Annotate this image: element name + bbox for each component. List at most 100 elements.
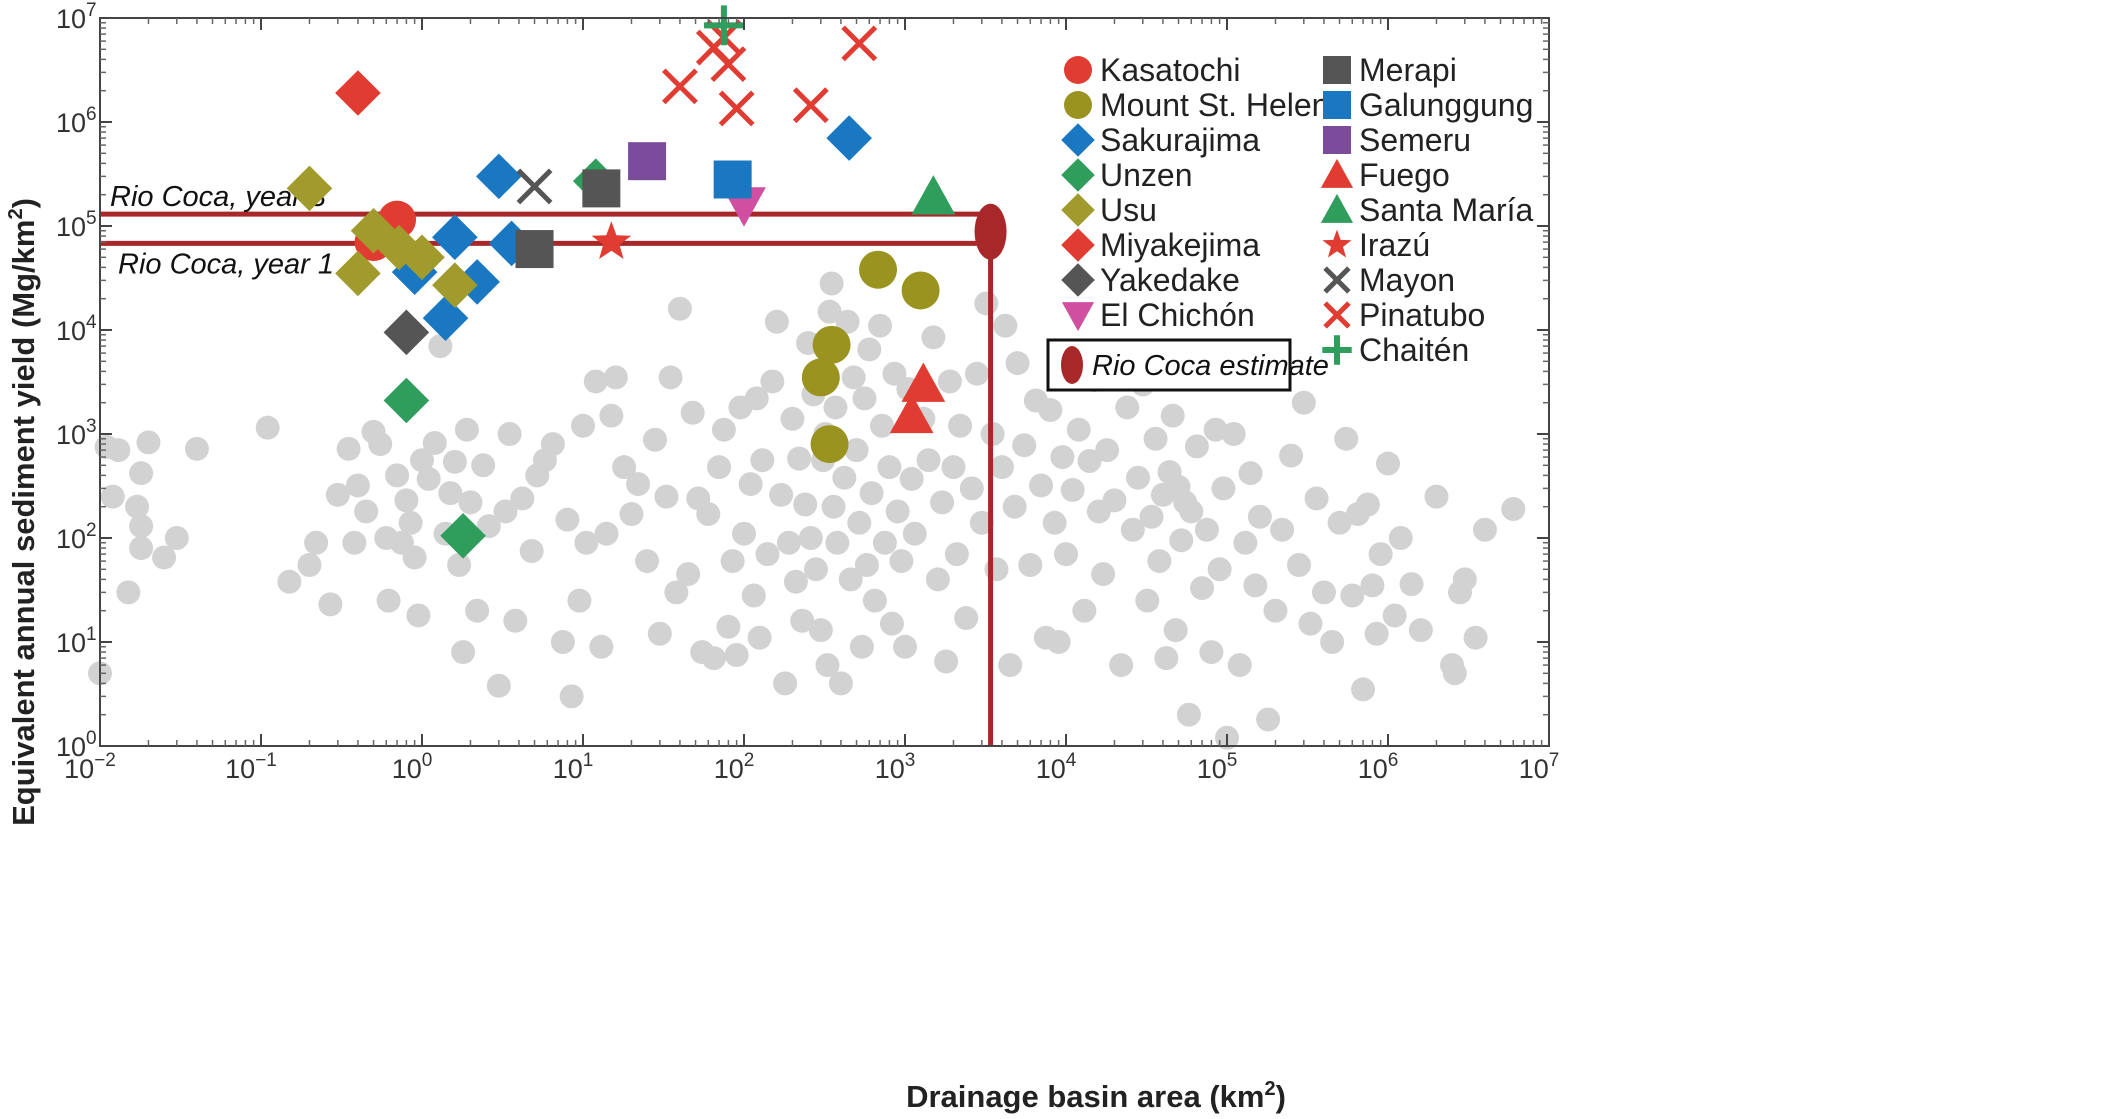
legend-label: Mayon [1359,262,1455,298]
data-point [422,295,469,341]
background-point [790,608,815,633]
data-point [591,221,632,259]
background-point [1238,461,1263,486]
legend-marker [1064,56,1092,84]
x-tick-label: 107 [1519,750,1560,784]
data-point [841,25,878,62]
data-point [628,142,667,181]
data-point [383,377,430,424]
background-point [885,499,910,524]
background-point [808,618,833,643]
background-point [394,488,419,513]
background-point [1018,553,1043,578]
background-point [567,588,592,613]
background-point [1109,653,1134,678]
x-axis-title-sup: 2 [1264,1078,1275,1100]
series-galunggung [713,160,752,199]
data-point [488,220,535,267]
background-point [941,455,966,480]
series-fuego [889,362,946,434]
legend-item: Usu [1061,192,1157,228]
background-point [835,309,860,334]
background-point [798,526,823,550]
background-point [458,490,483,515]
background-point [764,309,789,334]
background-point [619,502,644,527]
background-point [152,545,177,570]
background-point [707,455,732,480]
legend-item: Sakurajima [1061,122,1260,158]
background-point [486,673,511,698]
x-tick-label: 104 [1036,750,1077,784]
background-point [769,482,794,507]
data-point [516,168,553,205]
legend-marker [1322,335,1352,365]
data-point [826,115,872,161]
background-point [1054,542,1078,567]
background-point [318,592,343,617]
legend-label: Fuego [1359,157,1450,193]
legend-marker [1320,193,1354,223]
background-point [1029,473,1054,498]
background-point [916,448,941,473]
axis-ticks-layer: 10−2 10−1 100 101 102 103 104 105 106 107 100 101 10… [56,0,1559,784]
background-point [465,598,490,623]
y-tick-label: 104 [56,312,97,346]
background-point [750,448,775,473]
series-iraz- [591,221,632,259]
background-point [1005,351,1030,376]
background-point [825,530,850,555]
background-point [680,400,705,425]
legend-item: Kasatochi [1064,52,1241,88]
data-point [335,250,381,297]
legend-label: Sakurajima [1100,122,1260,158]
legend-marker [1061,263,1095,297]
legend-label: Kasatochi [1100,52,1241,88]
background-point [879,611,904,636]
background-point [658,365,683,390]
legend-label: Irazú [1359,227,1430,263]
background-point [1270,517,1295,542]
background-point [701,646,726,671]
background-point [385,463,410,488]
background-point [594,521,619,546]
background-point [1160,403,1185,428]
legend-marker [1061,193,1095,227]
background-point [934,649,959,674]
background-point [1077,449,1102,474]
background-point [106,438,131,463]
legend-label: Mount St. Helens [1100,87,1345,123]
background-point [776,530,801,555]
background-point [1304,486,1329,511]
data-point [703,5,744,46]
legend-marker [1323,126,1351,154]
data-point [440,512,486,559]
background-point [1143,426,1168,451]
background-point [1072,598,1097,623]
background-point [889,549,914,574]
legend-item: El Chichón [1061,297,1255,333]
background-point [1221,422,1246,446]
background-point [1125,465,1150,490]
legend-label: El Chichón [1100,297,1255,333]
background-point [1247,504,1272,529]
background-point [574,530,599,555]
x-tick-label: 10−2 [64,750,116,784]
background-point [817,299,842,324]
data-point [801,358,840,397]
data-point [812,325,851,364]
background-point [642,427,667,452]
background-point [164,526,189,550]
data-point [792,87,829,124]
legend-marker [1323,91,1351,119]
background-point [1452,567,1477,592]
background-point [603,365,628,390]
y-tick-label: 106 [56,104,97,138]
legend-label: Santa María [1359,192,1534,228]
background-point [1095,438,1120,463]
background-point [345,473,370,498]
series-semeru [628,142,667,181]
background-point [821,494,846,519]
series-mayon [516,168,553,205]
legend-marker [1061,123,1095,157]
